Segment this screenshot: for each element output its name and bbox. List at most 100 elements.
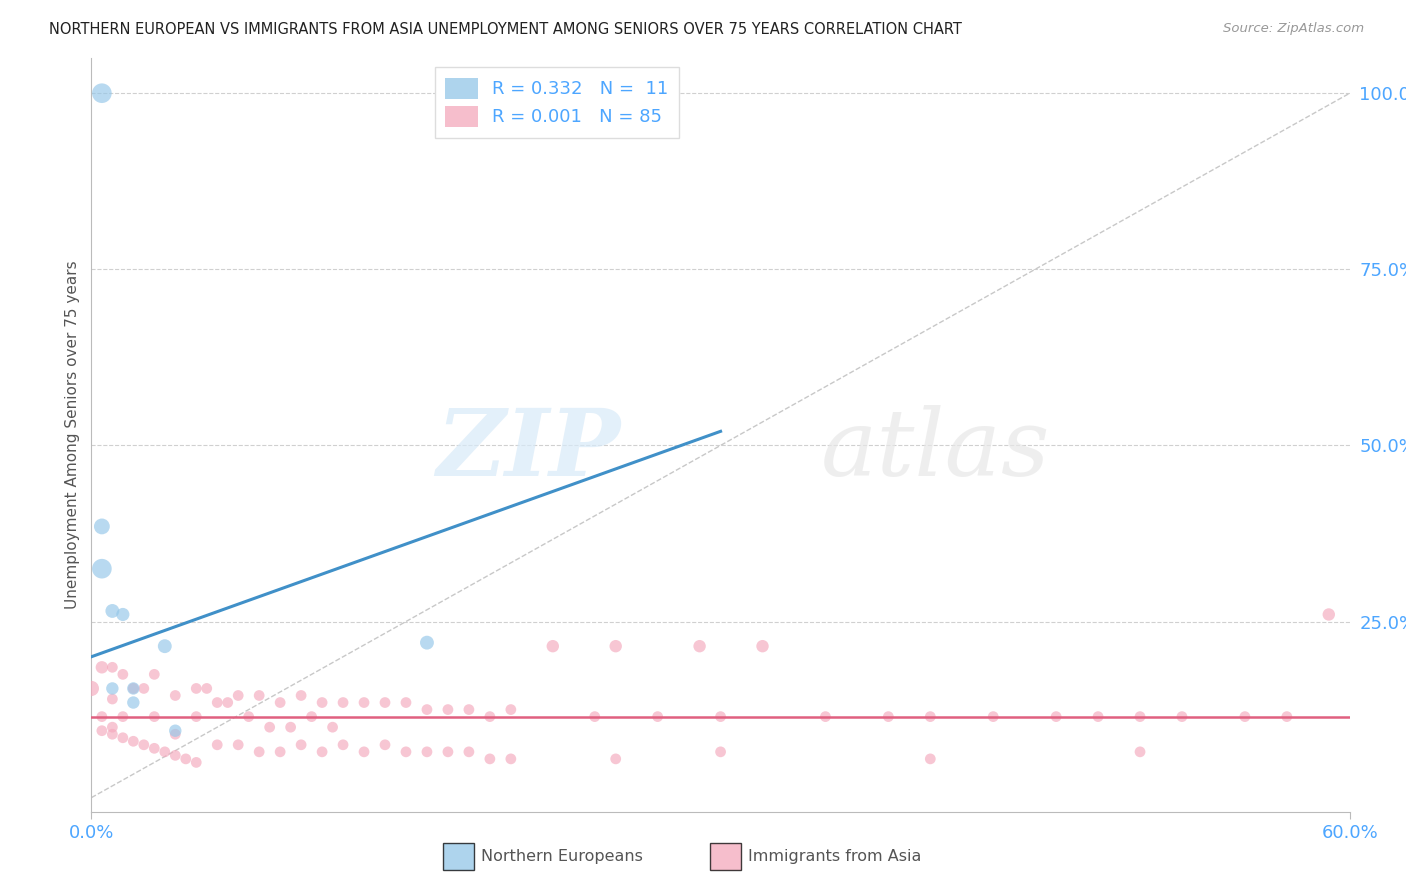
Point: [238, 709, 260, 723]
Point: [205, 696, 228, 710]
Point: [1087, 709, 1109, 723]
Text: Northern Europeans: Northern Europeans: [481, 849, 643, 863]
Point: [165, 727, 187, 741]
Point: [478, 752, 501, 766]
Point: [920, 709, 942, 723]
Point: [101, 660, 124, 674]
Point: [416, 635, 439, 649]
Point: [1045, 709, 1067, 723]
Point: [226, 689, 249, 703]
Point: [143, 667, 166, 681]
Point: [90, 660, 112, 674]
Text: ZIP: ZIP: [436, 405, 620, 495]
Point: [90, 709, 112, 723]
Point: [90, 86, 112, 100]
Point: [332, 738, 354, 752]
Point: [395, 745, 418, 759]
Point: [80, 681, 103, 696]
Point: [981, 709, 1004, 723]
Point: [290, 689, 312, 703]
Point: [290, 738, 312, 752]
Point: [101, 720, 124, 734]
Point: [437, 702, 460, 716]
Point: [353, 696, 375, 710]
Point: [332, 696, 354, 710]
Point: [165, 723, 187, 738]
Point: [186, 681, 208, 696]
Point: [111, 607, 134, 622]
Point: [499, 702, 522, 716]
Point: [1275, 709, 1298, 723]
Point: [416, 702, 439, 716]
Point: [301, 709, 323, 723]
Point: [605, 639, 627, 653]
Point: [186, 756, 208, 770]
Point: [122, 681, 145, 696]
Point: [395, 696, 418, 710]
Point: [247, 745, 270, 759]
Point: [1317, 607, 1340, 622]
Point: [311, 696, 333, 710]
Text: Source: ZipAtlas.com: Source: ZipAtlas.com: [1223, 22, 1364, 36]
Point: [1129, 709, 1152, 723]
Point: [499, 752, 522, 766]
Point: [101, 604, 124, 618]
Point: [165, 748, 187, 763]
Point: [111, 667, 134, 681]
Point: [541, 639, 564, 653]
Point: [111, 709, 134, 723]
Point: [1129, 745, 1152, 759]
Text: atlas: atlas: [821, 405, 1050, 495]
Point: [437, 745, 460, 759]
Point: [90, 723, 112, 738]
Point: [751, 639, 773, 653]
Point: [90, 562, 112, 576]
Point: [374, 696, 396, 710]
Point: [174, 752, 197, 766]
Point: [90, 519, 112, 533]
Point: [1171, 709, 1194, 723]
Point: [647, 709, 669, 723]
Point: [457, 745, 479, 759]
Point: [101, 727, 124, 741]
Point: [353, 745, 375, 759]
Point: [122, 696, 145, 710]
Point: [101, 692, 124, 706]
Point: [877, 709, 900, 723]
Point: [143, 741, 166, 756]
Point: [1233, 709, 1256, 723]
Point: [478, 709, 501, 723]
Point: [416, 745, 439, 759]
Point: [111, 731, 134, 745]
Point: [195, 681, 218, 696]
Point: [165, 689, 187, 703]
Point: [153, 745, 176, 759]
Point: [186, 709, 208, 723]
Point: [689, 639, 711, 653]
Point: [322, 720, 344, 734]
Point: [605, 752, 627, 766]
Point: [269, 696, 291, 710]
Point: [247, 689, 270, 703]
Point: [226, 738, 249, 752]
Point: [101, 681, 124, 696]
Point: [132, 738, 155, 752]
Point: [583, 709, 606, 723]
Point: [122, 681, 145, 696]
Point: [269, 745, 291, 759]
Point: [143, 709, 166, 723]
Point: [457, 702, 479, 716]
Point: [814, 709, 837, 723]
Point: [311, 745, 333, 759]
Text: NORTHERN EUROPEAN VS IMMIGRANTS FROM ASIA UNEMPLOYMENT AMONG SENIORS OVER 75 YEA: NORTHERN EUROPEAN VS IMMIGRANTS FROM ASI…: [49, 22, 962, 37]
Y-axis label: Unemployment Among Seniors over 75 years: Unemployment Among Seniors over 75 years: [65, 260, 80, 609]
Point: [280, 720, 302, 734]
Point: [153, 639, 176, 653]
Point: [709, 709, 731, 723]
Point: [217, 696, 239, 710]
Legend: R = 0.332   N =  11, R = 0.001   N = 85: R = 0.332 N = 11, R = 0.001 N = 85: [434, 67, 679, 137]
Point: [920, 752, 942, 766]
Point: [709, 745, 731, 759]
Point: [259, 720, 281, 734]
Point: [374, 738, 396, 752]
